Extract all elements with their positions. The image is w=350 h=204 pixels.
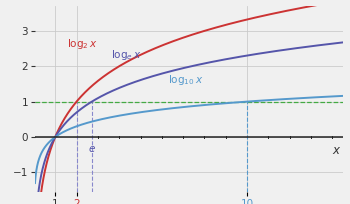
Text: $\log_{10} x$: $\log_{10} x$ (168, 73, 204, 87)
Text: $\log_2 x$: $\log_2 x$ (67, 37, 98, 51)
Text: $\log_e x$: $\log_e x$ (111, 48, 141, 62)
Text: $x$: $x$ (332, 144, 341, 157)
Text: $e$: $e$ (88, 144, 96, 154)
